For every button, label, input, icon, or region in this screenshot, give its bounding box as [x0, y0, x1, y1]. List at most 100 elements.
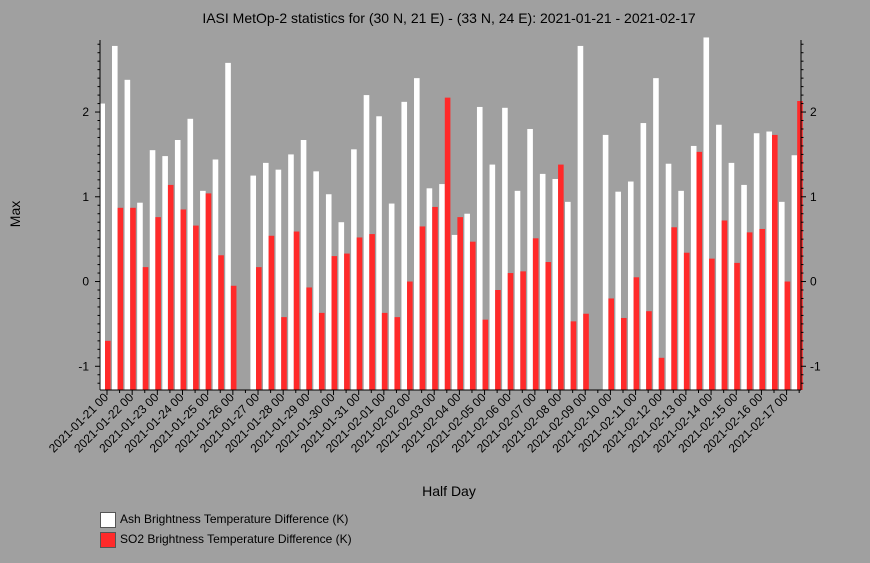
- so2-bar-54: [784, 281, 791, 390]
- so2-bar-14: [281, 317, 287, 390]
- ash-bar-20: [351, 149, 357, 390]
- axes: [99, 40, 802, 391]
- so2-bar-37: [570, 321, 577, 390]
- ash-bar-47: [690, 145, 697, 390]
- so2-bar-8: [205, 193, 212, 390]
- so2-bar-7: [193, 225, 199, 390]
- so2-bar-45: [671, 227, 677, 390]
- so2-bar-51: [746, 232, 753, 390]
- ash-bar-55: [791, 155, 798, 390]
- y-tick-label-right: 2: [810, 105, 817, 119]
- ash-bar-24: [401, 101, 408, 391]
- so2-bar-31: [495, 290, 501, 390]
- ash-bar-48: [703, 37, 710, 391]
- so2-bar-43: [646, 311, 652, 390]
- so2-bar-55: [797, 101, 803, 391]
- so2-bar-4: [155, 217, 161, 390]
- y-tick-label-right: -1: [810, 359, 821, 373]
- chart-title: IASI MetOp-2 statistics for (30 N, 21 E)…: [202, 10, 696, 26]
- y-tick-label-right: 1: [810, 190, 817, 204]
- ash-bar-19: [338, 222, 345, 390]
- so2-bar-10: [230, 285, 237, 390]
- ash-bar-30: [476, 106, 483, 390]
- so2-bar-46: [683, 252, 690, 390]
- so2-bar-13: [268, 235, 275, 390]
- so2-bar-21: [369, 234, 375, 390]
- ash-bar-13: [263, 162, 269, 390]
- ash-bar-16: [300, 140, 307, 390]
- ash-bar-34: [527, 128, 533, 391]
- so2-bar-20: [356, 237, 363, 390]
- ash-bar-51: [741, 184, 747, 390]
- ash-bar-40: [602, 134, 609, 390]
- ash-bar-50: [728, 162, 735, 390]
- so2-bar-36: [558, 164, 564, 390]
- so2-bar-32: [507, 273, 514, 390]
- ash-bar-37: [565, 201, 571, 390]
- ash-bar-42: [627, 181, 634, 390]
- ash-bar-28: [451, 234, 458, 390]
- so2-bar-16: [306, 287, 312, 390]
- ash-bar-32: [502, 107, 508, 391]
- bars: [99, 37, 803, 391]
- ash-bar-49: [716, 124, 722, 390]
- ash-bar-45: [665, 163, 672, 390]
- ash-bar-26: [426, 188, 433, 390]
- so2-bar-24: [407, 281, 413, 390]
- so2-bar-23: [394, 317, 401, 390]
- ash-bar-7: [187, 118, 194, 390]
- ash-bar-46: [678, 190, 684, 390]
- so2-bar-52: [759, 228, 766, 390]
- so2-bar-27: [444, 97, 451, 390]
- ash-bar-22: [376, 116, 382, 391]
- so2-bar-26: [432, 206, 438, 390]
- ash-bar-23: [388, 203, 395, 390]
- ash-bar-44: [653, 78, 659, 390]
- so2-bar-12: [256, 267, 262, 390]
- x-axis-label: Half Day: [422, 483, 476, 499]
- so2-bar-9: [218, 255, 224, 390]
- so2-bar-48: [709, 258, 715, 390]
- so2-bar-35: [545, 262, 552, 390]
- so2-bar-18: [331, 256, 338, 390]
- so2-bar-3: [142, 267, 149, 390]
- ash-bar-12: [250, 175, 257, 390]
- legend-label-so2: SO2 Brightness Temperature Difference (K…: [120, 532, 352, 546]
- so2-bar-19: [344, 253, 350, 390]
- ash-bar-43: [640, 123, 647, 391]
- ash-bar-18: [325, 194, 332, 390]
- ash-bar-21: [363, 95, 370, 390]
- ash-bar-14: [275, 169, 282, 390]
- y-tick-label-left: 2: [82, 105, 89, 119]
- so2-bar-25: [419, 226, 426, 390]
- so2-bar-22: [381, 312, 388, 390]
- ash-bar-5: [162, 156, 168, 390]
- legend-label-ash: Ash Brightness Temperature Difference (K…: [120, 512, 349, 526]
- ash-bar-3: [137, 202, 143, 390]
- so2-bar-49: [721, 220, 728, 390]
- ash-bar-4: [149, 150, 156, 390]
- y-tick-label-right: 0: [810, 275, 817, 289]
- ash-bar-17: [313, 171, 319, 390]
- so2-bar-1: [117, 207, 124, 390]
- so2-bar-2: [130, 207, 136, 390]
- ash-bar-53: [766, 131, 772, 390]
- so2-bar-5: [167, 184, 174, 390]
- so2-bar-34: [532, 238, 539, 390]
- so2-bar-17: [318, 312, 325, 390]
- ash-bar-38: [577, 45, 584, 391]
- so2-bar-15: [293, 231, 300, 390]
- ash-bar-41: [615, 191, 621, 390]
- ash-bar-2: [124, 79, 131, 390]
- so2-bar-40: [608, 298, 614, 390]
- ash-bar-10: [225, 62, 231, 390]
- ash-bar-35: [539, 173, 546, 390]
- ash-bar-25: [414, 78, 420, 390]
- y-axis-label: Max: [7, 201, 23, 227]
- ash-bar-0: [99, 103, 105, 390]
- so2-bar-33: [520, 271, 526, 390]
- ash-bar-29: [464, 213, 470, 390]
- y-tick-label-left: -1: [78, 359, 89, 373]
